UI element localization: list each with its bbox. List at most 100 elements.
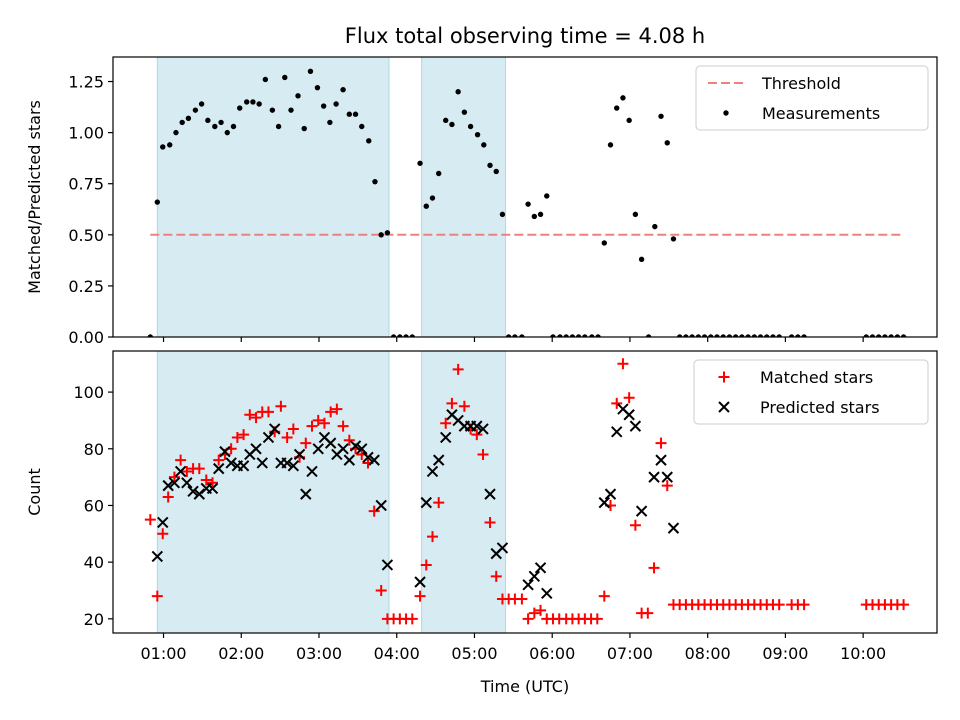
point-measurements-21: [282, 74, 288, 81]
point-predicted-stars-11: [219, 445, 231, 458]
y-tick-label: 0.75: [68, 175, 104, 194]
point-measurements-102: [801, 334, 807, 337]
point-matched-stars-27: [312, 414, 324, 426]
point-predicted-stars-31: [343, 454, 356, 466]
axes-frame: [112, 56, 938, 338]
point-measurements-78: [645, 334, 652, 337]
point-matched-stars-59: [516, 593, 528, 605]
point-matched-stars-5: [175, 454, 187, 466]
point-matched-stars-52: [471, 429, 483, 441]
point-measurements-15: [244, 99, 250, 105]
point-matched-stars-42: [406, 613, 418, 625]
legend: Threshold Measurements: [695, 65, 929, 131]
point-measurements-72: [607, 142, 614, 148]
point-matched-stars-6: [181, 465, 193, 477]
point-measurements-82: [670, 236, 677, 242]
point-matched-stars-61: [528, 607, 540, 619]
point-matched-stars-110: [898, 599, 910, 611]
x-tick-label: 04:00: [374, 644, 420, 663]
point-predicted-stars-51: [496, 542, 509, 554]
y-tick-label: 0.50: [68, 226, 104, 245]
point-matched-stars-103: [798, 599, 810, 611]
x-tick-label: 03:00: [296, 644, 342, 663]
point-measurements-2: [160, 144, 166, 150]
point-measurements-1: [154, 199, 161, 205]
point-predicted-stars-42: [440, 431, 452, 444]
point-matched-stars-46: [433, 497, 445, 509]
point-predicted-stars-23: [293, 448, 306, 461]
point-measurements-104: [869, 334, 876, 337]
y-tick-label: 100: [73, 383, 104, 402]
legend-label: Matched stars: [760, 368, 873, 387]
point-measurements-55: [499, 211, 506, 218]
x-tick-label: 09:00: [762, 644, 808, 663]
point-measurements-52: [481, 142, 487, 148]
point-measurements-56: [505, 334, 512, 337]
point-measurements-80: [658, 113, 664, 119]
point-matched-stars-60: [522, 613, 534, 625]
y-tick-label: 20: [84, 610, 104, 629]
point-measurements-22: [288, 107, 294, 113]
point-matched-stars-22: [281, 431, 293, 443]
point-measurements-44: [429, 195, 436, 201]
point-measurements-9: [205, 117, 211, 124]
point-matched-stars-19: [262, 406, 274, 418]
point-matched-stars-37: [375, 584, 387, 596]
point-measurements-4: [173, 129, 179, 136]
point-matched-stars-21: [275, 400, 287, 412]
point-matched-stars-72: [598, 590, 610, 602]
point-predicted-stars-17: [256, 457, 268, 469]
point-measurements-99: [776, 334, 782, 337]
legend-label: Threshold: [761, 74, 841, 93]
point-predicted-stars-54: [534, 562, 547, 574]
point-predicted-stars-26: [312, 443, 324, 455]
point-measurements-25: [307, 68, 314, 75]
point-measurements-105: [875, 334, 882, 337]
point-measurements-6: [185, 115, 192, 122]
point-matched-stars-50: [458, 400, 470, 412]
point-matched-stars-75: [617, 358, 629, 370]
point-measurements-109: [900, 334, 907, 337]
point-matched-stars-23: [287, 423, 299, 435]
point-matched-stars-80: [648, 562, 660, 574]
point-measurements-18: [262, 76, 269, 83]
point-measurements-83: [676, 334, 683, 337]
point-measurements-62: [544, 193, 550, 199]
point-measurements-97: [764, 334, 770, 337]
legend-box: [695, 65, 929, 131]
point-measurements-106: [882, 334, 888, 337]
point-measurements-47: [449, 121, 455, 128]
point-matched-stars-2: [157, 528, 169, 540]
legend-label: Predicted stars: [760, 398, 880, 417]
point-matched-stars-28: [318, 417, 330, 429]
point-matched-stars-17: [250, 412, 262, 424]
point-measurements-76: [632, 211, 639, 218]
chart-title: Flux total observing time = 4.08 h: [345, 24, 705, 48]
point-measurements-50: [467, 123, 474, 130]
point-matched-stars-47: [440, 417, 452, 429]
point-matched-stars-29: [325, 406, 337, 418]
point-matched-stars-14: [231, 431, 243, 443]
point-measurements-7: [192, 107, 199, 113]
point-predicted-stars-56: [598, 496, 610, 509]
point-measurements-36: [378, 232, 384, 238]
point-matched-stars-48: [446, 397, 458, 409]
point-predicted-stars-62: [635, 505, 648, 517]
point-measurements-28: [327, 119, 333, 126]
point-predicted-stars-34: [362, 451, 374, 463]
point-measurements-68: [582, 334, 588, 337]
point-measurements-13: [230, 123, 237, 130]
point-predicted-stars-37: [381, 559, 394, 571]
y-tick-label: 0.25: [68, 277, 104, 296]
point-matched-stars-25: [300, 437, 312, 449]
x-tick-label: 08:00: [685, 644, 731, 663]
point-matched-stars-9: [200, 474, 212, 486]
point-measurements-84: [683, 334, 689, 337]
point-predicted-stars-6: [187, 485, 199, 497]
point-predicted-stars-33: [356, 443, 368, 455]
point-predicted-stars-64: [655, 454, 667, 466]
point-matched-stars-45: [426, 531, 438, 543]
point-predicted-stars-55: [541, 587, 553, 600]
point-matched-stars-43: [414, 590, 426, 602]
point-predicted-stars-21: [281, 457, 293, 469]
